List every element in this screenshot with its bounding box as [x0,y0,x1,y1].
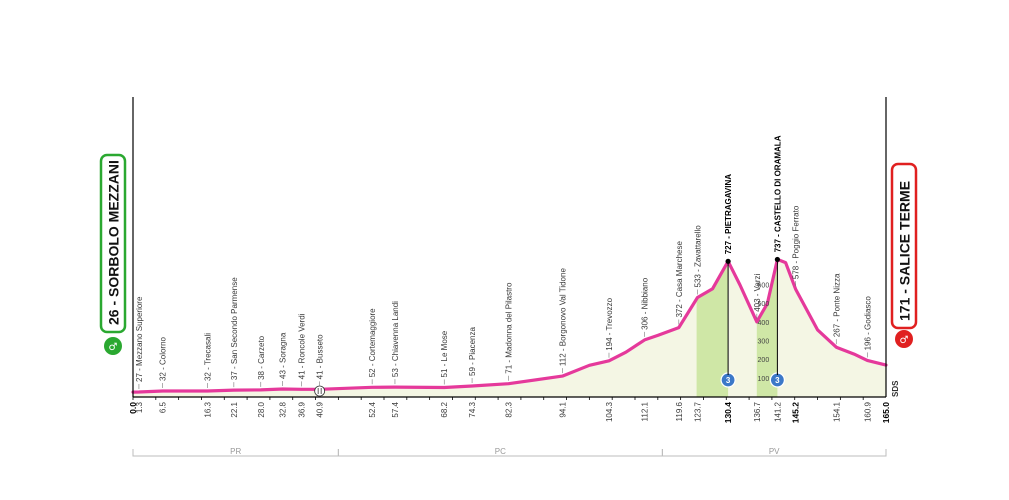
distance-label: 40.9 [316,401,325,417]
distance-label: 22.1 [230,401,239,417]
distance-labels: 0.01.3 6.5 16.3 22.1 28.0 32.8 36.9 40.9 52.4 57.… [128,401,891,423]
distance-label: 16.3 [203,401,212,417]
climb-summit-dot [725,258,731,264]
start-box [99,153,127,334]
axes: 100 200 300 400 500 600 3 3 [132,97,887,400]
distance-label: 145.2 [791,402,801,424]
profile-line-group [131,257,888,394]
place-label: 38 - Carzeto [257,335,266,380]
place-label: 306 - Nibbiano [641,277,650,330]
start-bike-glyph: ♂ [109,342,118,353]
place-label: 59 - Piacenza [468,327,477,376]
climb-summit-dot [774,256,780,263]
distance-label: 6.5 [159,401,168,413]
distance-label: 68.2 [440,401,449,417]
distance-label: 165.0 [881,402,891,424]
finish-bike-glyph: ♂ [900,335,909,346]
finish-bike-icon [895,330,913,348]
altitude-tick-label: 500 [758,301,770,308]
distance-label: 119.6 [675,401,684,421]
place-labels: 27 - Mezzano Superiore 32 - Colorno 32 - T… [135,135,872,389]
place-label: 194 - Trevozzo [605,297,614,350]
sprint-icon [314,385,326,397]
sds-label: SDS [891,380,900,397]
distance-label: 136.7 [753,401,762,422]
distance-label: 112.1 [641,401,650,421]
province-label: PC [495,447,506,456]
place-label: 32 - Colorno [159,336,168,381]
place-label: 51 - Le Mose [440,330,449,377]
distance-label: 28.0 [257,401,266,417]
start-bike-icon [104,337,122,355]
place-label: 267 - Ponte Nizza [832,273,841,337]
place-label: 71 - Madonna del Pilastro [505,282,514,374]
place-label: 112 - Borgonovo Val Tidone [558,268,567,367]
place-label: 52 - Cortemaggiore [368,308,377,377]
distance-label: 82.3 [505,401,514,417]
altitude-tick-label: 300 [758,339,770,346]
place-label: 53 - Chiavenna Landi [391,301,400,377]
climb-summit-label: 727 - PIETRAGAVINA [724,174,733,255]
place-label: 196 - Godiasco [863,296,872,351]
distance-label: 94.1 [558,401,567,417]
place-label: 37 - San Secondo Parmense [230,277,239,380]
distance-label: 57.4 [391,401,400,417]
profile-line [131,257,888,394]
place-label: 43 - Soragna [279,332,288,379]
distance-label: 32.8 [279,401,288,417]
place-label: 32 - Trecasali [203,333,212,381]
distance-label: 141.2 [773,401,782,422]
distance-label: 52.4 [368,401,377,417]
distance-label: 1.3 [135,401,144,413]
distance-label: 104.3 [605,401,614,422]
province-label: PV [769,447,780,456]
altitude-tick-label: 600 [758,283,770,290]
climb-category-label: 3 [726,376,731,385]
distance-label: 130.4 [723,402,733,424]
place-label: 27 - Mezzano Superiore [135,296,144,382]
climb-area-2 [756,259,778,397]
place-label: 533 - Zavattarello [694,225,703,288]
distance-label: 74.3 [468,401,477,417]
altitude-tick-label: 100 [758,376,770,383]
place-label: 372 - Casa Marchese [675,241,684,318]
distance-label: 154.1 [832,401,841,422]
climb-category-label: 3 [775,376,780,385]
place-label: 41 - Busseto [316,334,325,379]
place-label: 403 - Varzi [753,273,762,311]
finish-label: 171 - SALICE TERME [897,181,913,321]
start-label: 26 - SORBOLO MEZZANI [106,160,122,325]
finish-box [890,162,918,330]
distance-label: 36.9 [297,401,306,417]
distance-label: 0.0 [128,402,138,414]
place-label: 41 - Roncole Verdi [297,313,306,379]
province-bracket [661,449,887,457]
start-marker: 26 - SORBOLO MEZZANI ♂ [99,153,127,355]
province-brackets: PR PC PV [132,447,887,457]
altitude-tick-label: 400 [758,320,770,327]
distance-label: 160.9 [863,401,872,422]
distance-label: 123.7 [694,401,703,422]
finish-marker: 171 - SALICE TERME ♂ [890,162,918,348]
altitude-tick-label: 200 [758,357,770,364]
climb-summit-label: 737 - CASTELLO DI ORAMALA [773,135,782,252]
place-label: 578 - Poggio Ferrato [792,205,801,279]
province-label: PR [230,447,241,456]
